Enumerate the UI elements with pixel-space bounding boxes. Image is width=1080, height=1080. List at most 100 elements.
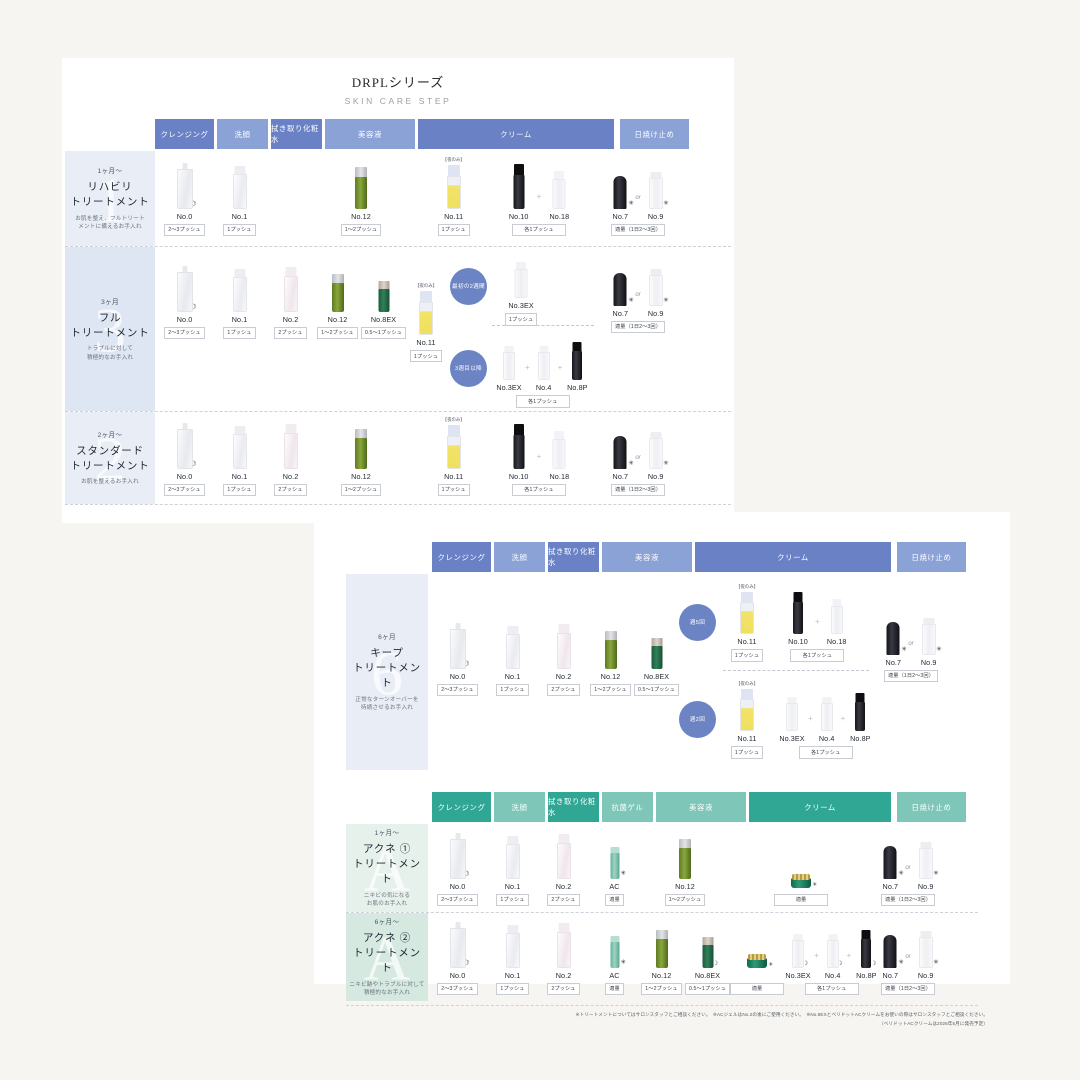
product-dose: 各1プッシュ bbox=[515, 395, 570, 408]
product-name: No.9 bbox=[917, 881, 934, 891]
header-wash: 洗顔 bbox=[217, 119, 268, 149]
product-name: No.9 bbox=[920, 657, 937, 667]
row-duration: 1ヶ月～ bbox=[97, 168, 123, 176]
product-dose: 0.5～1プッシュ bbox=[634, 683, 679, 696]
asterisk-icon: ✳ bbox=[628, 199, 634, 207]
row-title: アクネ ① トリートメント bbox=[353, 844, 421, 886]
row-title: フル トリートメント bbox=[70, 312, 150, 339]
cell-keep-cleansing: ☽ No.0 2～3プッシュ bbox=[428, 574, 487, 770]
product-name: No.0 bbox=[449, 970, 466, 980]
asterisk-icon: ✳ bbox=[628, 296, 634, 304]
product-group-night-cream: ☽ No.3EX + ☽ No.4 + bbox=[784, 916, 879, 995]
product-dose: 適量（1日2～3回） bbox=[611, 320, 665, 333]
skin-care-step-panel-secondary: クレンジング 洗顔 拭き取り化粧水 美容液 クリーム 日焼け止め 6 6ヶ月 キ… bbox=[314, 512, 1010, 1026]
product-name: No.1 bbox=[231, 471, 248, 481]
table-row: 2 2ヶ月～ スタンダード トリートメント お肌を整えるお手入れ ☽ No.0 … bbox=[62, 412, 734, 504]
product-name: No.7 bbox=[612, 211, 629, 221]
product-name: No.1 bbox=[504, 881, 521, 891]
product-dose: 2プッシュ bbox=[274, 326, 307, 339]
product-dose: 各1プッシュ bbox=[798, 746, 853, 759]
asterisk-icon: ✳ bbox=[901, 645, 907, 653]
row-description: 正常なターンオーバーを 持続させるお手入れ bbox=[355, 696, 419, 712]
cell-standard-serum: No.12 1～2プッシュ bbox=[316, 412, 406, 504]
product-dose: 適量（1日2～3回） bbox=[611, 223, 665, 236]
bottle-no18 bbox=[552, 430, 566, 469]
product-dose: 2プッシュ bbox=[547, 683, 580, 696]
row-title: キープ トリートメント bbox=[353, 648, 421, 690]
moon-icon: ☽ bbox=[802, 960, 808, 967]
product-name: No.7 bbox=[612, 471, 629, 481]
product-name: No.11 bbox=[737, 734, 757, 744]
cell-standard-cream: 【夜のみ】 No.11 1プッシュ No.10 bbox=[406, 412, 602, 504]
product-dose: 適量（1日2～3回） bbox=[881, 982, 935, 995]
product-name: No.4 bbox=[818, 734, 835, 744]
night-only-tag: 【夜のみ】 bbox=[736, 584, 758, 590]
page-subtitle: SKIN CARE STEP bbox=[344, 96, 452, 106]
header-toner-acne: 拭き取り化粧水 bbox=[548, 792, 599, 822]
bottle-no12 bbox=[679, 838, 691, 879]
header-cream: クリーム bbox=[695, 542, 891, 572]
bottle-no12 bbox=[331, 273, 344, 312]
row-label-keep: 6 6ヶ月 キープ トリートメント 正常なターンオーバーを 持続させるお手入れ bbox=[346, 574, 428, 770]
tube-no9: ✳ bbox=[648, 268, 669, 306]
tube-no7: ✳ bbox=[613, 172, 634, 209]
bottle-no18 bbox=[830, 599, 843, 635]
product-name: No.4 bbox=[824, 970, 841, 980]
product-dose: 2プッシュ bbox=[274, 483, 307, 496]
phase-badge: 週2回 bbox=[679, 700, 716, 738]
cell-acne1-cream: ✳ 適量 bbox=[730, 824, 872, 912]
cell-rehab-wash: No.1 1プッシュ bbox=[214, 151, 265, 246]
product-dose: 適量（1日2～3回） bbox=[881, 893, 935, 906]
row-divider bbox=[65, 411, 731, 412]
row-description: ニキビ跡やトラブルに対して 積極的なお手入れ bbox=[349, 981, 425, 997]
product-name: No.3EX bbox=[779, 734, 805, 744]
product-name: No.8EX bbox=[694, 970, 721, 980]
row-duration: 6ヶ月～ bbox=[374, 919, 400, 927]
header-serum: 美容液 bbox=[325, 119, 415, 149]
product-dose: 0.5～1プッシュ bbox=[361, 326, 406, 339]
product-dose: 2～3プッシュ bbox=[164, 483, 205, 496]
product-dose: 1プッシュ bbox=[223, 223, 256, 236]
product-name: No.3EX bbox=[785, 970, 811, 980]
bottle-no4 bbox=[820, 697, 833, 732]
cell-standard-wash: No.1 1プッシュ bbox=[214, 412, 265, 504]
cell-full-cream: 【夜のみ】 No.11 1プッシュ 最初の2週間 No.3EX bbox=[406, 247, 602, 411]
tube-no9: ✳ bbox=[648, 171, 669, 209]
product-name: No.8EX bbox=[370, 314, 397, 324]
bottle-no2 bbox=[283, 266, 298, 312]
or-label: or bbox=[635, 454, 641, 461]
product-dose: 各1プッシュ bbox=[804, 982, 859, 995]
bottle-no1 bbox=[505, 924, 520, 968]
header-cream: クリーム bbox=[418, 119, 614, 149]
row-label-acne1: A 1ヶ月～ アクネ ① トリートメント ニキビの気になる お肌のお手入れ bbox=[346, 824, 428, 912]
bottle-no12 bbox=[355, 428, 367, 469]
or-label: or bbox=[635, 291, 641, 298]
table-row: A 1ヶ月～ アクネ ① トリートメント ニキビの気になる お肌のお手入れ ☽ … bbox=[314, 824, 1010, 912]
product-name: No.2 bbox=[555, 970, 572, 980]
night-only-tag: 【夜のみ】 bbox=[736, 681, 758, 687]
product-name: No.12 bbox=[327, 314, 348, 324]
product-name: No.7 bbox=[612, 308, 629, 318]
phase-2-times-week: 週2回 【夜のみ】 No.11 1プッシュ bbox=[679, 671, 875, 767]
bottle-no12 bbox=[604, 630, 617, 669]
bottle-no8p bbox=[572, 342, 583, 381]
product-dose: 1プッシュ bbox=[437, 223, 470, 236]
bottle-no1 bbox=[232, 425, 247, 469]
asterisk-icon: ✳ bbox=[663, 459, 669, 467]
moon-icon: ☽ bbox=[712, 960, 718, 967]
row-label-rehab: 1 1ヶ月～ リハビリ トリートメント お肌を整え、フルトリート メントに備える… bbox=[65, 151, 155, 246]
asterisk-icon: ✳ bbox=[898, 869, 904, 877]
cell-acne2-cream: ✳ 適量 ☽ No.3EX + bbox=[730, 913, 876, 1001]
cell-acne1-gel: ✳ AC 適量 bbox=[589, 824, 640, 912]
cell-acne2-serum: No.12 1～2プッシュ ☽ No.8EX 0.5～1プッシュ bbox=[640, 913, 730, 1001]
product-name: No.8P bbox=[850, 734, 871, 744]
header-antibacterial-gel: 抗菌ゲル bbox=[602, 792, 653, 822]
asterisk-icon: ✳ bbox=[933, 958, 939, 966]
product-name: No.9 bbox=[647, 308, 664, 318]
product-group-no10-no18: No.10 + No.18 各1プッシュ bbox=[504, 417, 575, 496]
cell-keep-toner: No.2 2プッシュ bbox=[538, 574, 589, 770]
bottle-no3ex bbox=[503, 346, 515, 381]
product-name: No.12 bbox=[600, 671, 621, 681]
cell-full-serum: No.12 1～2プッシュ No.8EX 0.5～1プッシュ bbox=[316, 247, 406, 411]
cell-standard-cleansing: ☽ No.0 2～3プッシュ bbox=[155, 412, 214, 504]
